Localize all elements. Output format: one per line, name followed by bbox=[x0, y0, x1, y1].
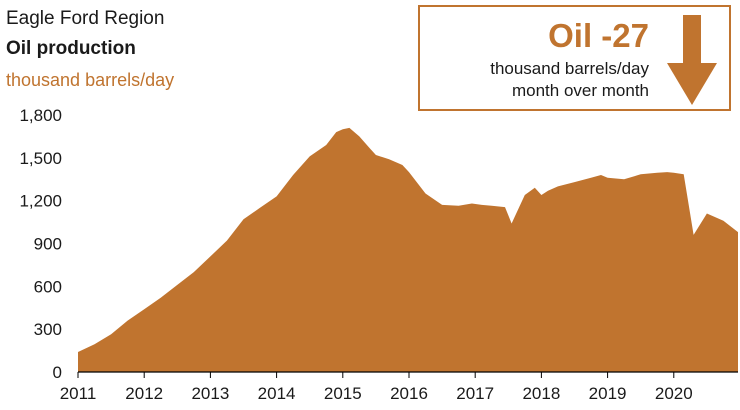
x-tick-label: 2017 bbox=[456, 384, 494, 403]
y-tick-label: 0 bbox=[53, 363, 62, 382]
x-tick-label: 2014 bbox=[258, 384, 296, 403]
y-axis-ticks: 0 300 600 900 1,200 1,500 1,800 bbox=[19, 106, 62, 382]
units-label: thousand barrels/day bbox=[6, 70, 175, 90]
x-tick-label: 2012 bbox=[125, 384, 163, 403]
x-tick-label: 2019 bbox=[589, 384, 627, 403]
y-tick-label: 600 bbox=[34, 277, 62, 296]
callout-units: thousand barrels/day bbox=[490, 59, 649, 78]
x-tick-label: 2016 bbox=[390, 384, 428, 403]
x-tick-label: 2015 bbox=[324, 384, 362, 403]
y-tick-label: 1,800 bbox=[19, 106, 62, 125]
y-tick-label: 300 bbox=[34, 320, 62, 339]
down-arrow-icon bbox=[667, 15, 717, 105]
y-tick-label: 900 bbox=[34, 235, 62, 254]
change-callout: Oil -27 thousand barrels/day month over … bbox=[418, 5, 731, 111]
region-label: Eagle Ford Region bbox=[6, 8, 165, 29]
y-tick-label: 1,200 bbox=[19, 192, 62, 211]
callout-headline: Oil -27 bbox=[548, 17, 649, 54]
x-tick-label: 2011 bbox=[60, 384, 97, 403]
x-axis-ticks: 2011 2012 2013 2014 2015 2016 2017 2018 2019 2020 bbox=[60, 372, 693, 403]
y-tick-label: 1,500 bbox=[19, 149, 62, 168]
chart-title: Oil production bbox=[6, 38, 136, 59]
oil-production-area bbox=[78, 127, 738, 373]
callout-period: month over month bbox=[511, 81, 649, 100]
x-tick-label: 2013 bbox=[191, 384, 229, 403]
x-tick-label: 2018 bbox=[522, 384, 560, 403]
x-tick-label: 2020 bbox=[655, 384, 693, 403]
